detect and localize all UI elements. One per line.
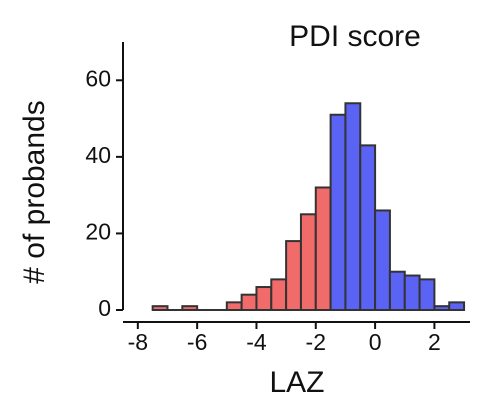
x-tick-label: 2 bbox=[428, 329, 441, 355]
bar bbox=[314, 186, 332, 311]
bar bbox=[225, 301, 243, 312]
x-tick-label: -4 bbox=[246, 329, 267, 355]
y-tick-label: 20 bbox=[85, 219, 111, 245]
bar bbox=[448, 301, 466, 312]
bar bbox=[255, 286, 273, 311]
bar bbox=[329, 113, 347, 311]
bar bbox=[299, 213, 317, 312]
x-tick-label: -6 bbox=[187, 329, 207, 355]
bar bbox=[403, 274, 421, 311]
bar bbox=[374, 209, 391, 311]
bar bbox=[388, 270, 406, 312]
x-tick-label: -2 bbox=[306, 329, 326, 355]
bar bbox=[344, 102, 362, 311]
bar bbox=[285, 240, 302, 311]
bar bbox=[240, 293, 258, 311]
bar bbox=[418, 278, 436, 311]
bar bbox=[359, 144, 377, 311]
bar bbox=[433, 305, 451, 311]
bar bbox=[151, 305, 169, 311]
x-tick-label: 0 bbox=[369, 329, 382, 355]
y-tick-label: 40 bbox=[85, 142, 111, 168]
x-axis-label: LAZ bbox=[269, 366, 324, 399]
y-tick-label: 60 bbox=[85, 65, 111, 91]
chart-title: PDI score bbox=[289, 20, 421, 53]
y-tick-label: 0 bbox=[98, 295, 111, 321]
x-tick-label: -8 bbox=[128, 329, 148, 355]
bar bbox=[181, 305, 199, 311]
bar bbox=[270, 278, 288, 311]
y-axis-label: # of probands bbox=[18, 100, 51, 283]
